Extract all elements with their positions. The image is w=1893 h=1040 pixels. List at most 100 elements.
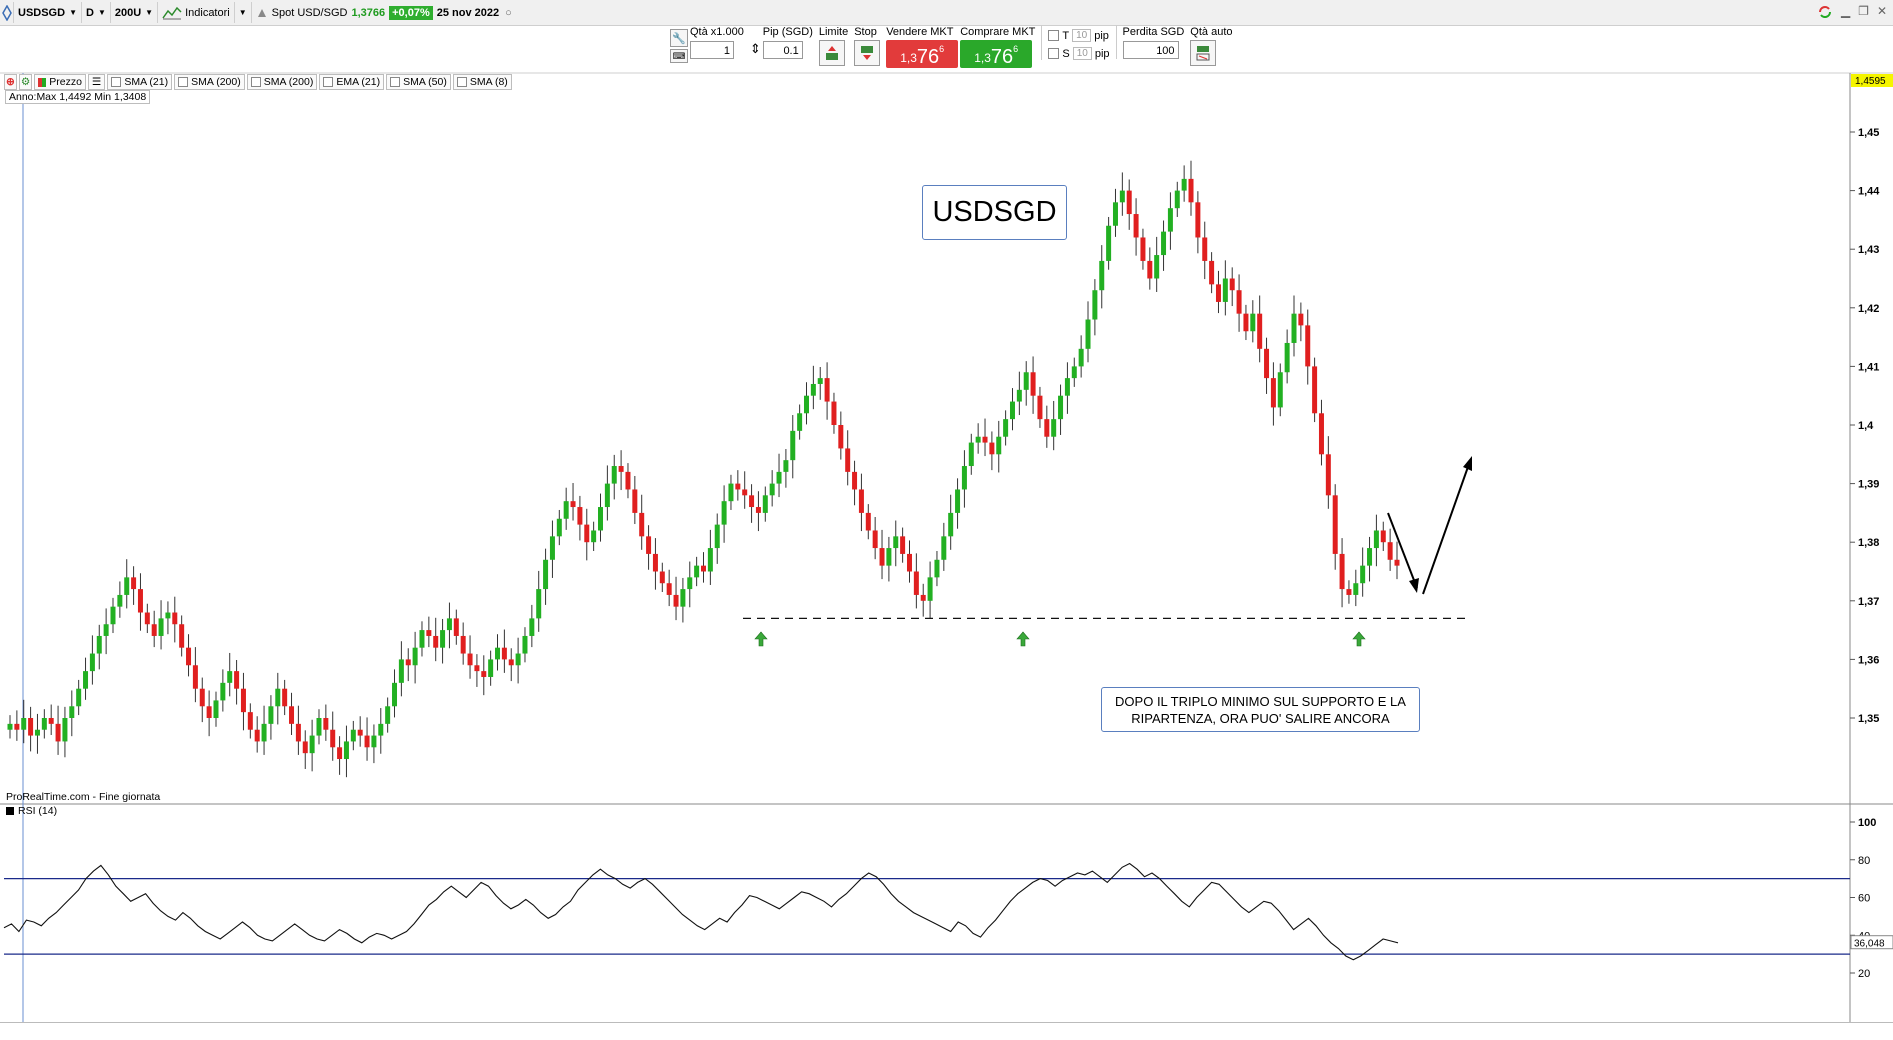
candle-body <box>563 501 569 519</box>
loss-label: Perdita SGD <box>1122 26 1185 38</box>
qty-stepper-icon[interactable]: ⇕ <box>749 41 761 56</box>
indicator-toggle-add[interactable]: ⊕ <box>4 74 17 90</box>
candle-body <box>893 536 899 549</box>
candle-body <box>254 729 260 742</box>
sell-price-sup: 6 <box>939 44 945 54</box>
indicator-sma50[interactable]: SMA (50) <box>386 74 451 90</box>
sell-label: Vendere MKT <box>886 26 954 38</box>
candle-body <box>144 612 150 625</box>
indicator-sma8[interactable]: SMA (8) <box>452 74 512 90</box>
timeframe-label: D <box>85 6 94 19</box>
rsi-label[interactable]: RSI (14) <box>6 805 57 817</box>
indicator-sma21[interactable]: SMA (21) <box>107 74 173 90</box>
projection-down-line <box>1387 512 1418 589</box>
candle-body <box>515 653 521 666</box>
chart-title-box[interactable]: USDSGD <box>922 185 1067 240</box>
sell-market-button[interactable]: 1,3 76 6 <box>886 40 959 68</box>
sync-icon[interactable] <box>1817 4 1833 20</box>
bars-selector[interactable]: 200U ▼ <box>111 2 159 23</box>
stop-loss-checkbox[interactable] <box>1048 48 1060 59</box>
candle-body <box>124 577 130 595</box>
s-input[interactable]: 10 <box>1072 47 1092 60</box>
candle-body <box>762 495 768 513</box>
candle-body <box>69 706 75 718</box>
quote-date: 25 nov 2022 <box>436 6 500 19</box>
indicator-ema21[interactable]: EMA (21) <box>319 74 385 90</box>
restore-icon[interactable]: ❐ <box>1858 4 1869 18</box>
candle-body <box>1140 237 1146 261</box>
price-tick-label: 1,45 <box>1858 127 1879 139</box>
indicator-sma200-b[interactable]: SMA (200) <box>246 74 318 90</box>
status-radio-icon[interactable]: ○ <box>505 6 512 19</box>
indicator-toggle-config[interactable]: ⚙ <box>18 74 33 90</box>
price-tick-label: 1,42 <box>1858 303 1879 315</box>
symbol-selector[interactable]: USDSGD ▼ <box>14 2 82 23</box>
t-input[interactable]: 10 <box>1072 29 1092 42</box>
indicator-checkbox[interactable] <box>390 77 401 87</box>
candle-body <box>803 395 809 414</box>
analysis-note[interactable]: DOPO IL TRIPLO MINIMO SUL SUPPORTO E LA … <box>1101 687 1420 732</box>
close-icon[interactable]: ✕ <box>1876 4 1887 18</box>
candle-body <box>330 729 336 748</box>
candle-body <box>206 706 212 718</box>
take-profit-checkbox[interactable] <box>1048 30 1060 41</box>
candle-body <box>1243 313 1249 332</box>
candle-body <box>21 718 27 730</box>
indicators-dropdown[interactable]: ▼ <box>235 2 252 23</box>
candle-body <box>1305 325 1311 367</box>
minimize-icon[interactable]: ▁ <box>1840 4 1851 18</box>
indicator-checkbox[interactable] <box>250 77 261 87</box>
indicator-sma200[interactable]: SMA (200) <box>174 74 245 90</box>
rsi-tick-label: 20 <box>1858 968 1870 980</box>
candle-body <box>426 630 432 636</box>
s-label: S <box>1062 47 1070 60</box>
timeframe-selector[interactable]: D ▼ <box>82 2 111 23</box>
auto-qty-icon[interactable] <box>1190 40 1217 66</box>
candle-body <box>680 589 686 607</box>
candle-body <box>1229 278 1235 291</box>
indicator-list-icon[interactable]: ☰ <box>87 74 106 90</box>
indicator-checkbox[interactable] <box>456 77 467 87</box>
app-logo[interactable] <box>0 2 14 23</box>
candle-body <box>1332 495 1338 554</box>
candle-body <box>1360 565 1366 584</box>
config-icon: ⚙ <box>20 76 31 88</box>
indicators-button[interactable]: Indicatori <box>158 2 235 23</box>
candle-body <box>1016 389 1022 402</box>
candle-body <box>357 729 363 736</box>
candle-body <box>858 489 864 513</box>
candle-body <box>1318 413 1324 455</box>
sell-price-big: 76 <box>916 46 940 68</box>
loss-input[interactable]: 100 <box>1122 41 1179 59</box>
candle-body <box>474 665 480 672</box>
candle-body <box>1085 319 1091 349</box>
candle-body <box>865 512 871 531</box>
candle-body <box>440 630 446 648</box>
indicator-checkbox[interactable] <box>323 77 334 87</box>
candle-body <box>240 688 246 713</box>
qty-input[interactable]: 1 <box>690 41 734 59</box>
indicator-checkbox[interactable] <box>178 77 189 87</box>
top-toolbar: USDSGD ▼ D ▼ 200U ▼ Indicatori ▼ Spot USD/S… <box>0 0 1893 26</box>
candle-body <box>446 618 452 631</box>
buy-market-button[interactable]: 1,3 76 6 <box>960 40 1033 68</box>
stop-order-icon[interactable] <box>854 40 881 66</box>
candle-body <box>1195 202 1201 238</box>
candle-body <box>28 718 34 736</box>
candle-body <box>1387 542 1393 560</box>
qty-label: Qtà x1.000 <box>690 26 744 38</box>
candle-body <box>316 718 322 736</box>
candle-body <box>1270 378 1276 408</box>
keyboard-icon[interactable]: ⌨ <box>670 49 688 63</box>
indicator-price[interactable]: Prezzo <box>34 74 86 90</box>
limit-order-icon[interactable] <box>818 40 845 66</box>
indicator-checkbox[interactable] <box>111 77 122 87</box>
candle-body <box>1064 378 1070 396</box>
candle-body <box>611 466 617 484</box>
wrench-icon[interactable]: 🔧 <box>670 29 688 47</box>
candle-body <box>433 635 439 648</box>
price-tick-label: 1,43 <box>1858 244 1879 256</box>
candle-body <box>536 589 542 619</box>
pip-input[interactable]: 0.1 <box>762 41 803 59</box>
